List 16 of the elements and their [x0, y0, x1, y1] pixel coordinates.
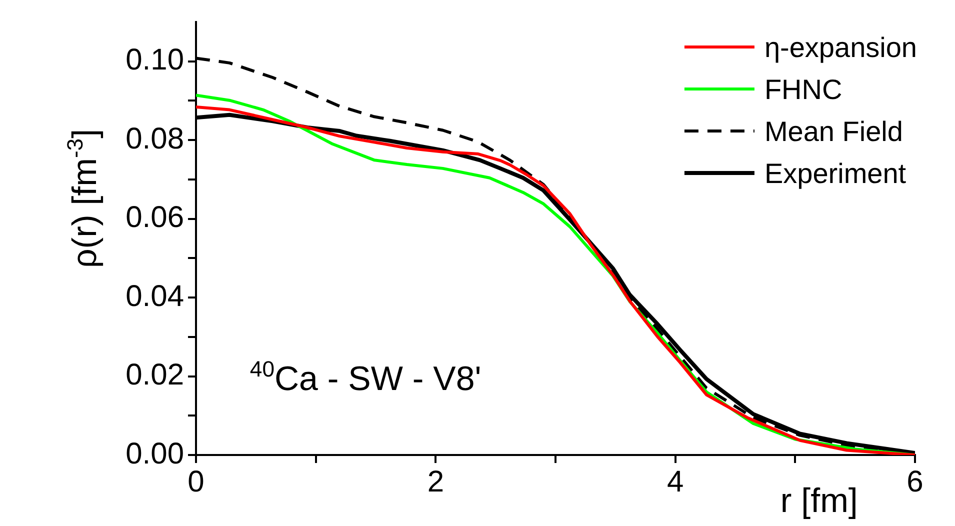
y-tick-label: 0.02 — [126, 358, 184, 392]
y-axis-title: ρ(r) [fm-3] — [62, 128, 104, 268]
x-tick-label: 4 — [666, 465, 684, 498]
x-tick-label: 6 — [906, 465, 924, 498]
x-tick-label: 2 — [427, 465, 444, 498]
legend-label: Mean Field — [764, 116, 903, 148]
x-tick-label: 0 — [188, 465, 204, 498]
x-axis-title: r [fm] — [780, 482, 858, 520]
y-tick-label: 0.06 — [126, 201, 184, 234]
legend-label: FHNC — [764, 74, 842, 106]
legend-label: η-expansion — [764, 32, 918, 64]
y-tick-label: 0.00 — [126, 437, 184, 470]
y-tick-label: 0.04 — [126, 280, 184, 313]
y-tick-label: 0.10 — [126, 44, 184, 77]
y-tick-label: 0.08 — [126, 122, 184, 156]
legend-label: Experiment — [764, 158, 906, 190]
